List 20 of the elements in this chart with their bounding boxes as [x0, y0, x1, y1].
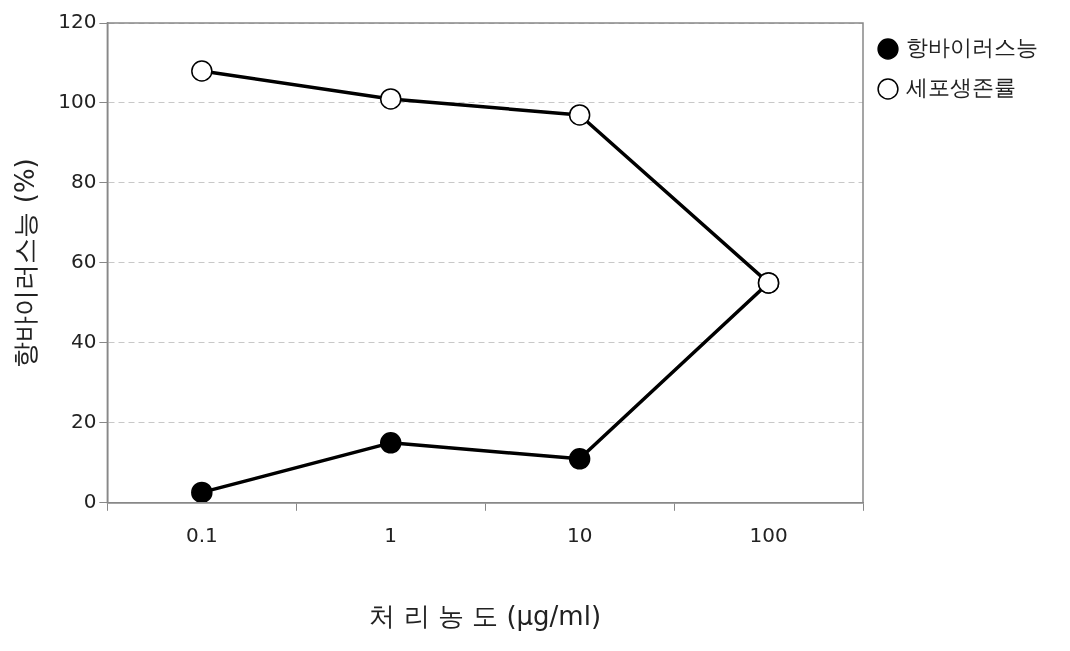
y-axis-title: 항바이러스능 (%) — [10, 158, 41, 368]
point — [568, 448, 591, 470]
x-tick-label: 10 — [566, 523, 593, 547]
point — [191, 481, 213, 503]
point — [379, 432, 402, 454]
y-tick-label: 80 — [70, 169, 97, 194]
y-tick-label: 40 — [70, 329, 97, 354]
y-tick-label: 20 — [70, 409, 97, 434]
point — [568, 104, 591, 126]
y-tick-label: 100 — [58, 89, 97, 114]
y-tick-label: 60 — [70, 249, 97, 274]
legend-label: 세포생존률 — [906, 74, 1016, 100]
x-axis-title: 처 리 농 도 (μg/ml) — [369, 601, 602, 632]
y-tick-label: 0 — [83, 489, 97, 513]
x-tick-label: 100 — [749, 523, 788, 547]
point — [379, 88, 402, 110]
y-tick-label: 120 — [58, 9, 97, 34]
legend-label: 항바이러스능 — [906, 34, 1038, 60]
x-tick-label: 1 — [384, 523, 398, 547]
x-tick-label: 0.1 — [185, 523, 218, 547]
